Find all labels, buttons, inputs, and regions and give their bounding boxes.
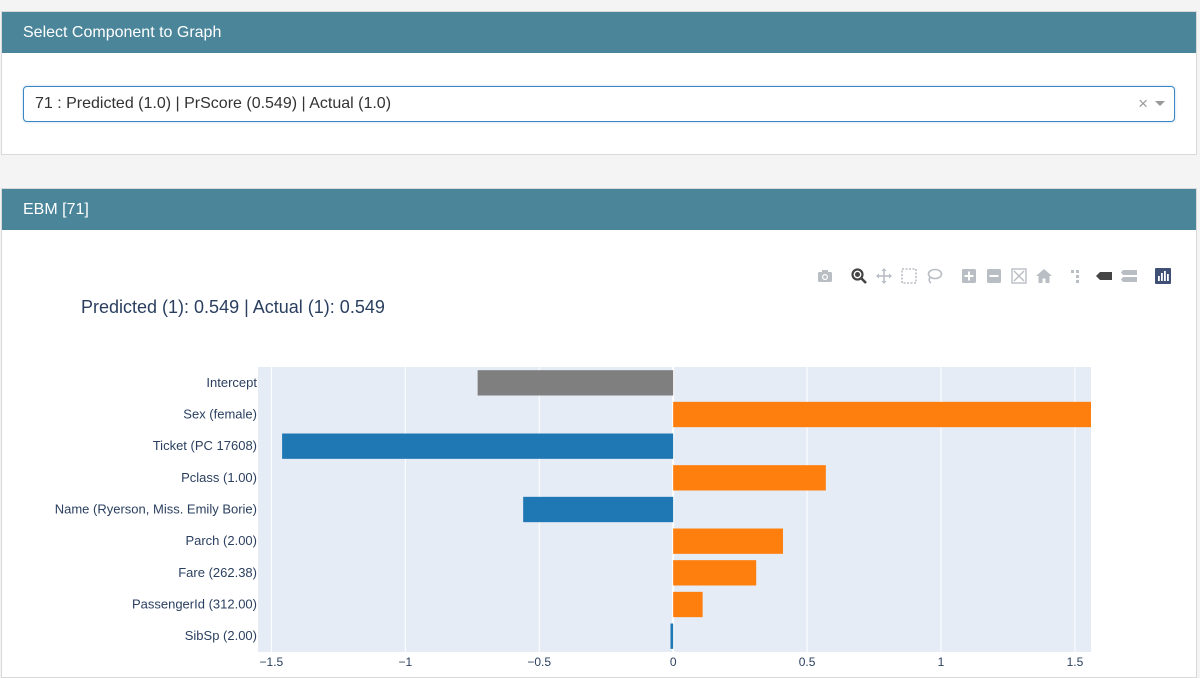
spike-lines-icon[interactable] (1068, 267, 1086, 285)
plot-modebar (814, 267, 1174, 287)
y-tick-label: Sex (female) (183, 407, 257, 422)
x-tick-label: −0.5 (527, 655, 551, 669)
dropdown-selected-value: 71 : Predicted (1.0) | PrScore (0.549) |… (35, 95, 392, 112)
zoom-out-icon[interactable] (985, 267, 1003, 285)
reset-axes-icon[interactable] (1035, 267, 1053, 285)
clear-icon[interactable]: × (1138, 94, 1148, 113)
hover-closest-icon[interactable] (1095, 267, 1113, 285)
panel-header: Select Component to Graph (2, 12, 1196, 53)
zoom-in-icon[interactable] (960, 267, 978, 285)
box-select-icon[interactable] (900, 267, 918, 285)
x-tick-label: 1 (938, 655, 945, 669)
pan-icon[interactable] (875, 267, 893, 285)
y-tick-label: Ticket (PC 17608) (153, 438, 257, 453)
panel-header: EBM [71] (2, 189, 1196, 230)
bar (477, 370, 674, 396)
x-tick-label: 0 (670, 655, 677, 669)
plot-title: Predicted (1): 0.549 | Actual (1): 0.549 (81, 297, 385, 317)
lasso-select-icon[interactable] (925, 267, 943, 285)
autoscale-icon[interactable] (1010, 267, 1028, 285)
bar (523, 496, 674, 523)
camera-icon[interactable] (816, 267, 834, 285)
bar (673, 528, 783, 554)
bar (673, 560, 757, 586)
plotly-logo-icon[interactable] (1154, 267, 1172, 285)
component-select-panel: Select Component to Graph 71 : Predicted… (1, 11, 1197, 155)
y-tick-label: Parch (2.00) (185, 533, 257, 548)
zoom-icon[interactable] (850, 267, 868, 285)
x-tick-label: −1.5 (260, 655, 284, 669)
component-dropdown[interactable]: 71 : Predicted (1.0) | PrScore (0.549) |… (23, 86, 1175, 122)
y-tick-label: PassengerId (312.00) (132, 597, 257, 612)
x-tick-label: 1.5 (1067, 655, 1084, 669)
y-tick-label: Pclass (1.00) (181, 470, 257, 485)
bar (673, 465, 826, 491)
bar (282, 433, 674, 459)
bar (673, 591, 703, 618)
bar (670, 623, 674, 649)
x-tick-label: −1 (398, 655, 412, 669)
hover-compare-icon[interactable] (1120, 267, 1138, 285)
y-tick-label: Intercept (206, 375, 257, 390)
y-tick-label: Fare (262.38) (178, 565, 257, 580)
x-tick-label: 0.5 (799, 655, 816, 669)
chevron-down-icon[interactable] (1155, 101, 1165, 106)
bar (673, 401, 1091, 428)
y-tick-label: SibSp (2.00) (185, 628, 257, 643)
y-tick-label: Name (Ryerson, Miss. Emily Borie) (55, 502, 257, 517)
